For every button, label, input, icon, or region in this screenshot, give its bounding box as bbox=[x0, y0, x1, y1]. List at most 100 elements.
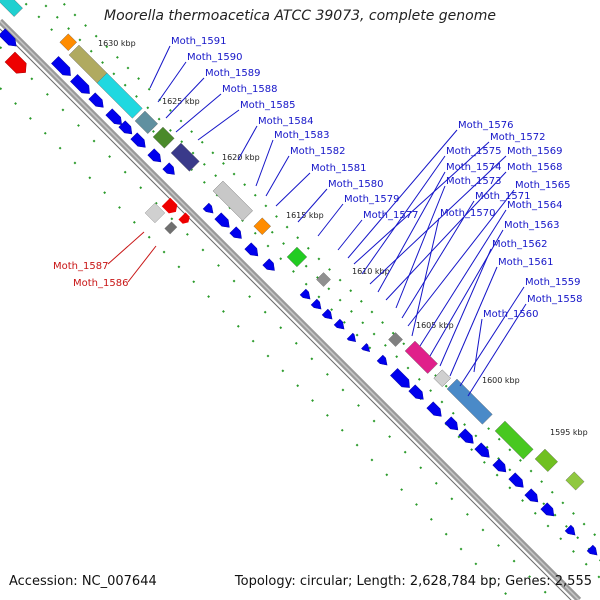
reverse-gene-arrow[interactable] bbox=[214, 212, 233, 231]
gene-label-reverse[interactable]: Moth_1582 bbox=[290, 146, 345, 157]
gene-labels: Moth_1591 Moth_1590 Moth_1589 Moth_1588 Moth… bbox=[53, 36, 582, 320]
gene-label-reverse[interactable]: Moth_1569 bbox=[507, 146, 562, 157]
gene-label-reverse[interactable]: Moth_1583 bbox=[274, 130, 329, 141]
leader-line bbox=[377, 171, 446, 293]
feature-block-green bbox=[152, 126, 175, 149]
reverse-gene-arrow[interactable] bbox=[361, 343, 373, 355]
leader-line bbox=[361, 155, 446, 275]
gene-label-reverse[interactable]: Moth_1573 bbox=[446, 176, 501, 187]
reverse-gene-arrow[interactable] bbox=[426, 401, 445, 420]
reverse-gene-arrow[interactable] bbox=[118, 120, 135, 137]
gene-label-reverse[interactable]: Moth_1558 bbox=[527, 294, 582, 305]
reverse-gene-arrow[interactable] bbox=[130, 132, 149, 151]
scale-label: 1615 kbp bbox=[286, 211, 324, 220]
feature-block-grey bbox=[144, 202, 166, 224]
reverse-gene-arrow[interactable] bbox=[70, 74, 93, 97]
gene-label-reverse[interactable]: Moth_1580 bbox=[328, 179, 383, 190]
gene-label-reverse[interactable]: Moth_1562 bbox=[492, 239, 547, 250]
track-dots-fwd-outer bbox=[0, 87, 513, 600]
leader-line bbox=[237, 125, 258, 161]
gene-label-forward[interactable]: Moth_1587 bbox=[53, 261, 108, 272]
reverse-gene-arrow[interactable] bbox=[474, 442, 493, 461]
scale-labels: 1630 kbp 1625 kbp 1620 kbp 1615 kbp 1610 kbp… bbox=[98, 39, 588, 437]
forward-gene-arrow[interactable] bbox=[178, 212, 191, 225]
gene-label-reverse[interactable]: Moth_1559 bbox=[525, 277, 580, 288]
reverse-gene-arrow[interactable] bbox=[321, 308, 335, 322]
feature-block-grey bbox=[212, 180, 253, 221]
gene-label-reverse[interactable]: Moth_1588 bbox=[222, 84, 277, 95]
leader-line bbox=[419, 209, 507, 347]
gene-label-reverse[interactable]: Moth_1585 bbox=[240, 100, 295, 111]
leader-line bbox=[385, 171, 507, 301]
leader-line bbox=[347, 129, 458, 259]
gene-label-reverse[interactable]: Moth_1579 bbox=[344, 194, 399, 205]
reverse-gene-arrow[interactable] bbox=[105, 108, 125, 128]
leader-line bbox=[353, 141, 490, 265]
gene-label-forward[interactable]: Moth_1586 bbox=[73, 278, 128, 289]
reverse-gene-arrow[interactable] bbox=[333, 318, 347, 332]
reverse-gene-arrow[interactable] bbox=[458, 428, 477, 447]
forward-strand-genes bbox=[4, 51, 191, 235]
forward-gene-arrow[interactable] bbox=[4, 51, 30, 77]
leader-line bbox=[107, 231, 145, 265]
gene-label-reverse[interactable]: Moth_1572 bbox=[490, 132, 545, 143]
reverse-gene-arrow[interactable] bbox=[262, 258, 278, 274]
backbone-shadow bbox=[0, 28, 572, 600]
gene-label-reverse[interactable]: Moth_1581 bbox=[311, 163, 366, 174]
leader-line bbox=[275, 172, 311, 207]
gene-label-reverse[interactable]: Moth_1575 bbox=[446, 146, 501, 157]
map-title: Moorella thermoacetica ATCC 39073, compl… bbox=[104, 8, 496, 24]
leader-line bbox=[395, 185, 446, 309]
gene-label-reverse[interactable]: Moth_1590 bbox=[187, 52, 242, 63]
leader-line bbox=[407, 189, 515, 327]
gene-label-reverse[interactable]: Moth_1577 bbox=[363, 210, 418, 221]
gene-label-reverse[interactable]: Moth_1589 bbox=[205, 68, 260, 79]
reverse-gene-arrow[interactable] bbox=[540, 502, 557, 519]
gene-label-reverse[interactable]: Moth_1570 bbox=[440, 208, 495, 219]
feature-block-blue bbox=[446, 378, 493, 425]
reverse-gene-arrow[interactable] bbox=[229, 226, 245, 242]
gene-label-reverse[interactable]: Moth_1565 bbox=[515, 180, 570, 191]
reverse-gene-arrow[interactable] bbox=[147, 148, 164, 165]
forward-gene-arrow[interactable] bbox=[161, 197, 180, 216]
reverse-gene-arrow[interactable] bbox=[390, 368, 413, 391]
reverse-gene-arrow[interactable] bbox=[376, 354, 390, 368]
leader-line bbox=[473, 318, 483, 373]
gene-label-reverse[interactable]: Moth_1560 bbox=[483, 309, 538, 320]
gene-label-reverse[interactable]: Moth_1571 bbox=[475, 191, 530, 202]
gene-label-reverse[interactable]: Moth_1568 bbox=[507, 162, 562, 173]
gene-label-reverse[interactable]: Moth_1564 bbox=[507, 200, 562, 211]
feature-block-lime bbox=[494, 420, 534, 460]
leader-line bbox=[175, 93, 222, 133]
scale-label: 1620 kbp bbox=[222, 153, 260, 162]
reverse-gene-arrow[interactable] bbox=[310, 298, 324, 312]
gene-label-reverse[interactable]: Moth_1563 bbox=[504, 220, 559, 231]
gene-label-reverse[interactable]: Moth_1576 bbox=[458, 120, 513, 131]
reverse-gene-arrow[interactable] bbox=[508, 472, 527, 491]
feature-block-lightgrey bbox=[433, 369, 452, 388]
reverse-gene-arrow[interactable] bbox=[564, 524, 578, 538]
reverse-gene-arrow[interactable] bbox=[0, 28, 19, 50]
reverse-gene-arrow[interactable] bbox=[346, 332, 358, 344]
reverse-gene-arrow[interactable] bbox=[244, 242, 261, 259]
reverse-gene-arrow[interactable] bbox=[299, 288, 313, 302]
gene-label-reverse[interactable]: Moth_1591 bbox=[171, 36, 226, 47]
reverse-gene-arrow[interactable] bbox=[202, 202, 216, 216]
leader-line bbox=[197, 109, 240, 141]
reverse-gene-arrow[interactable] bbox=[492, 458, 509, 475]
scale-label: 1605 kbp bbox=[416, 321, 454, 330]
genome-summary-text: Topology: circular; Length: 2,628,784 bp… bbox=[234, 574, 592, 589]
reverse-gene-arrow[interactable] bbox=[162, 162, 178, 178]
reverse-gene-arrow[interactable] bbox=[586, 544, 600, 558]
reverse-gene-arrow[interactable] bbox=[51, 56, 74, 79]
gene-label-reverse[interactable]: Moth_1574 bbox=[446, 162, 501, 173]
reverse-gene-arrow[interactable] bbox=[524, 488, 541, 505]
gene-label-reverse[interactable]: Moth_1561 bbox=[498, 257, 553, 268]
reverse-gene-arrow[interactable] bbox=[408, 384, 427, 403]
label-leader-lines bbox=[107, 45, 527, 397]
reverse-gene-arrow[interactable] bbox=[88, 92, 107, 111]
reverse-gene-arrow[interactable] bbox=[444, 416, 461, 433]
gene-label-reverse[interactable]: Moth_1584 bbox=[258, 116, 313, 127]
